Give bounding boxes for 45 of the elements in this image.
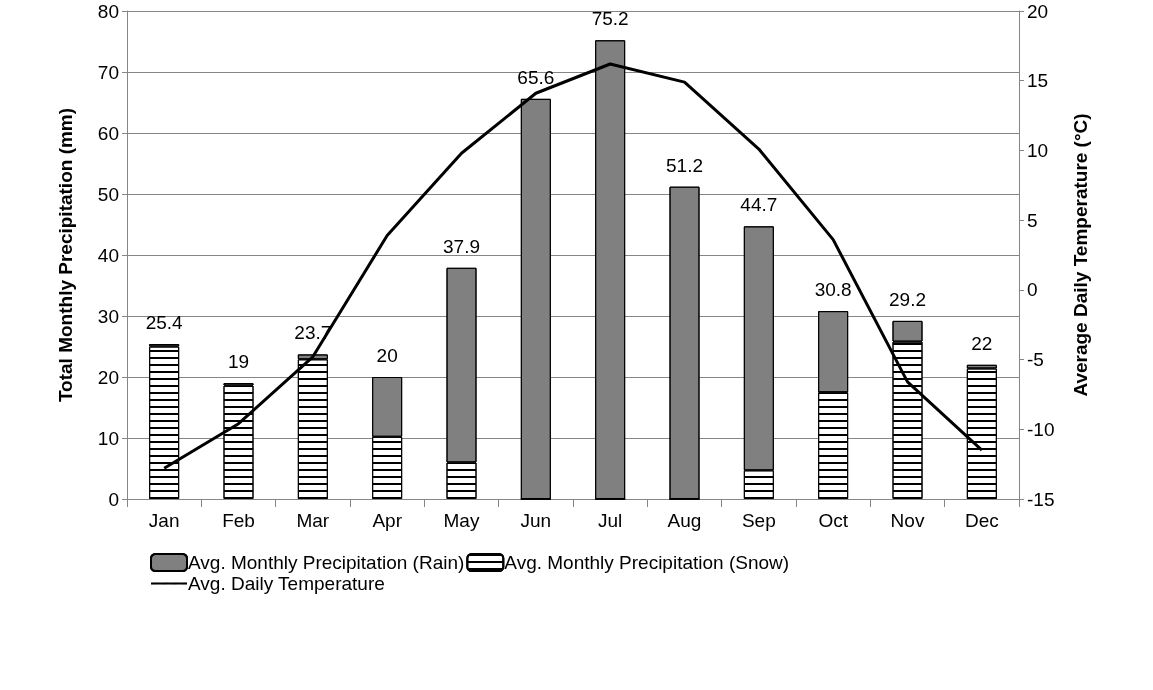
x-tick-label: Sep [741, 510, 776, 531]
y2-tick-label: -10 [1027, 418, 1055, 440]
x-tick-label: Mar [296, 510, 330, 531]
legend-label: Avg. Daily Temperature [188, 573, 385, 594]
x-tick-label: May [443, 510, 480, 531]
y2-tick-label: 15 [1027, 70, 1049, 92]
total-label: 51.2 [666, 154, 703, 176]
y2-tick-label: 0 [1027, 279, 1038, 301]
y-tick-label: 20 [97, 366, 119, 388]
x-tick-label: Aug [667, 510, 702, 531]
y2-tick-label: 20 [1027, 0, 1049, 22]
y2-tick-label: -5 [1027, 349, 1044, 371]
total-label: 25.4 [145, 312, 184, 334]
y-tick-label: 0 [108, 488, 119, 510]
total-label: 65.6 [517, 66, 555, 88]
total-label: 20 [376, 345, 398, 366]
y2-tick-label: -15 [1027, 488, 1055, 510]
y2-tick-label: 10 [1027, 139, 1049, 161]
y-tick-label: 70 [97, 61, 119, 83]
legend-label: Avg. Monthly Precipitation (Rain) [188, 552, 465, 573]
legend-label: Avg. Monthly Precipitation (Snow) [504, 552, 790, 573]
y2-axis-title: Average Daily Temperature (°C) [1070, 113, 1091, 397]
y-tick-label: 80 [97, 0, 119, 22]
y-axis-title: Total Monthly Precipitation (mm) [55, 107, 76, 403]
total-label: 44.7 [740, 194, 778, 216]
y-tick-label: 40 [97, 244, 119, 266]
y2-tick-label: 5 [1027, 209, 1038, 231]
x-tick-label: Oct [818, 510, 849, 531]
x-tick-label: Dec [964, 510, 999, 531]
y-tick-label: 50 [97, 183, 119, 205]
total-label: 75.2 [591, 8, 629, 30]
total-label: 37.9 [443, 235, 480, 257]
y-tick-label: 30 [97, 305, 119, 327]
total-label: 30.8 [814, 279, 852, 301]
x-tick-label: Jun [520, 510, 552, 531]
x-tick-label: Jul [598, 510, 623, 531]
x-tick-label: Apr [372, 510, 403, 531]
x-tick-label: Jan [148, 510, 180, 531]
x-tick-label: Nov [890, 510, 925, 531]
x-tick-label: Feb [222, 510, 255, 531]
y-tick-label: 10 [97, 427, 119, 449]
y-tick-label: 60 [97, 122, 119, 144]
total-label: 29.2 [889, 288, 926, 310]
total-label: 22 [971, 332, 993, 354]
total-label: 19 [227, 351, 250, 373]
